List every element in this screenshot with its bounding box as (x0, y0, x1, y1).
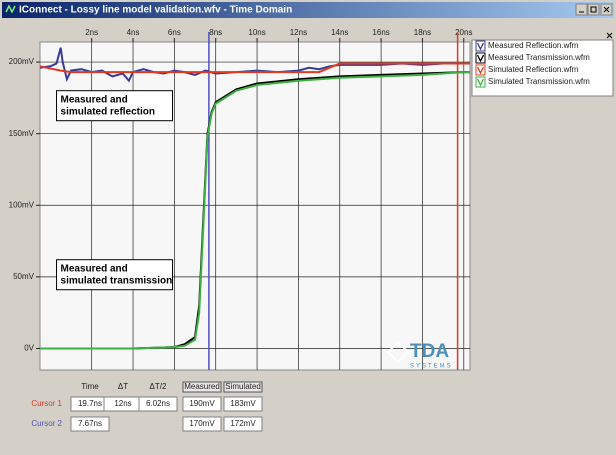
x-tick-label: 4ns (127, 28, 140, 37)
cell-box (182, 396, 222, 412)
logo-icon (386, 340, 410, 364)
y-tick-label: 100mV (9, 200, 35, 209)
app-icon (5, 4, 16, 14)
window-title: IConnect - Lossy line model validation.w… (19, 5, 292, 16)
legend (471, 39, 614, 97)
column-header: Measured (184, 382, 220, 391)
x-tick-label: 10ns (248, 28, 265, 37)
legend-label: Simulated Transmission.wfm (488, 77, 590, 86)
annotation-text: simulated transmission (61, 275, 173, 286)
x-tick-label: 12ns (290, 28, 307, 37)
cell-box (70, 416, 110, 432)
x-tick-label: 2ns (85, 28, 98, 37)
legend-checkbox[interactable] (475, 52, 486, 64)
legend-check (476, 66, 485, 75)
header-box (182, 381, 222, 393)
header-box (223, 381, 263, 393)
cell-box (182, 416, 222, 432)
annotation-text: Measured and (61, 263, 128, 274)
legend-check (476, 78, 485, 87)
cell-value: 190mV (189, 399, 215, 408)
close-icon (603, 6, 610, 13)
legend-checkbox[interactable] (475, 64, 486, 76)
cell-value: 6.02ns (146, 399, 170, 408)
row-label: Cursor 1 (31, 399, 62, 408)
annotation-box (56, 90, 174, 122)
cell-box (223, 396, 263, 412)
column-header: ΔT/2 (150, 382, 167, 391)
title-bar (2, 2, 614, 18)
x-tick-label: 20ns (455, 28, 472, 37)
legend-checkbox[interactable] (475, 76, 486, 88)
annotation-text: Measured and (61, 94, 128, 105)
cursor-table: Time ΔT ΔT/2 Measured Simulated Cursor 1 19.7n… (31, 381, 263, 432)
legend-label: Measured Transmission.wfm (488, 53, 590, 62)
column-header: Time (81, 382, 99, 391)
legend-check (476, 42, 485, 51)
series-line (40, 71, 470, 350)
window-buttons[interactable] (575, 3, 613, 16)
legend-label: Measured Reflection.wfm (488, 41, 579, 50)
x-tick-label: 8ns (209, 28, 222, 37)
x-tick-label: 14ns (331, 28, 348, 37)
minimize-button[interactable] (575, 3, 588, 16)
legend-check (476, 54, 485, 63)
column-header: ΔT (118, 382, 128, 391)
cell-box (138, 396, 178, 412)
cell-value: 170mV (189, 419, 215, 428)
x-tick-label: 6ns (168, 28, 181, 37)
cell-value: 183mV (230, 399, 256, 408)
cell-value: 172mV (230, 419, 256, 428)
maximize-icon (590, 6, 597, 13)
cell-value: 19.7ns (78, 399, 102, 408)
legend-label: Simulated Reflection.wfm (488, 65, 579, 74)
legend-entries: Measured Reflection.wfm Measured Transmis… (475, 40, 590, 88)
series-line (39, 62, 470, 74)
annotation-text: simulated reflection (61, 106, 155, 117)
legend-checkbox[interactable] (475, 40, 486, 52)
y-tick-label: 0V (24, 344, 34, 353)
y-tick-label: 50mV (13, 272, 35, 281)
plot: 2ns 4ns 6ns 8ns 10ns 12ns 14ns 16ns 18ns 20ns 0V 50… (9, 28, 472, 370)
y-tick-label: 150mV (9, 129, 35, 138)
logo-subtext: SYSTEMS (410, 364, 453, 370)
cell-value: 7.67ns (78, 419, 102, 428)
x-tick-label: 16ns (372, 28, 389, 37)
maximize-button[interactable] (587, 3, 600, 16)
annotation-box (56, 259, 174, 291)
cell-value: 12ns (114, 399, 131, 408)
x-tick-label: 18ns (414, 28, 431, 37)
legend-close[interactable] (606, 32, 613, 39)
cell-box (223, 416, 263, 432)
row-label: Cursor 2 (31, 419, 62, 428)
logo-text: TDA (410, 341, 449, 362)
column-header: Simulated (225, 382, 261, 391)
y-tick-label: 200mV (9, 57, 35, 66)
